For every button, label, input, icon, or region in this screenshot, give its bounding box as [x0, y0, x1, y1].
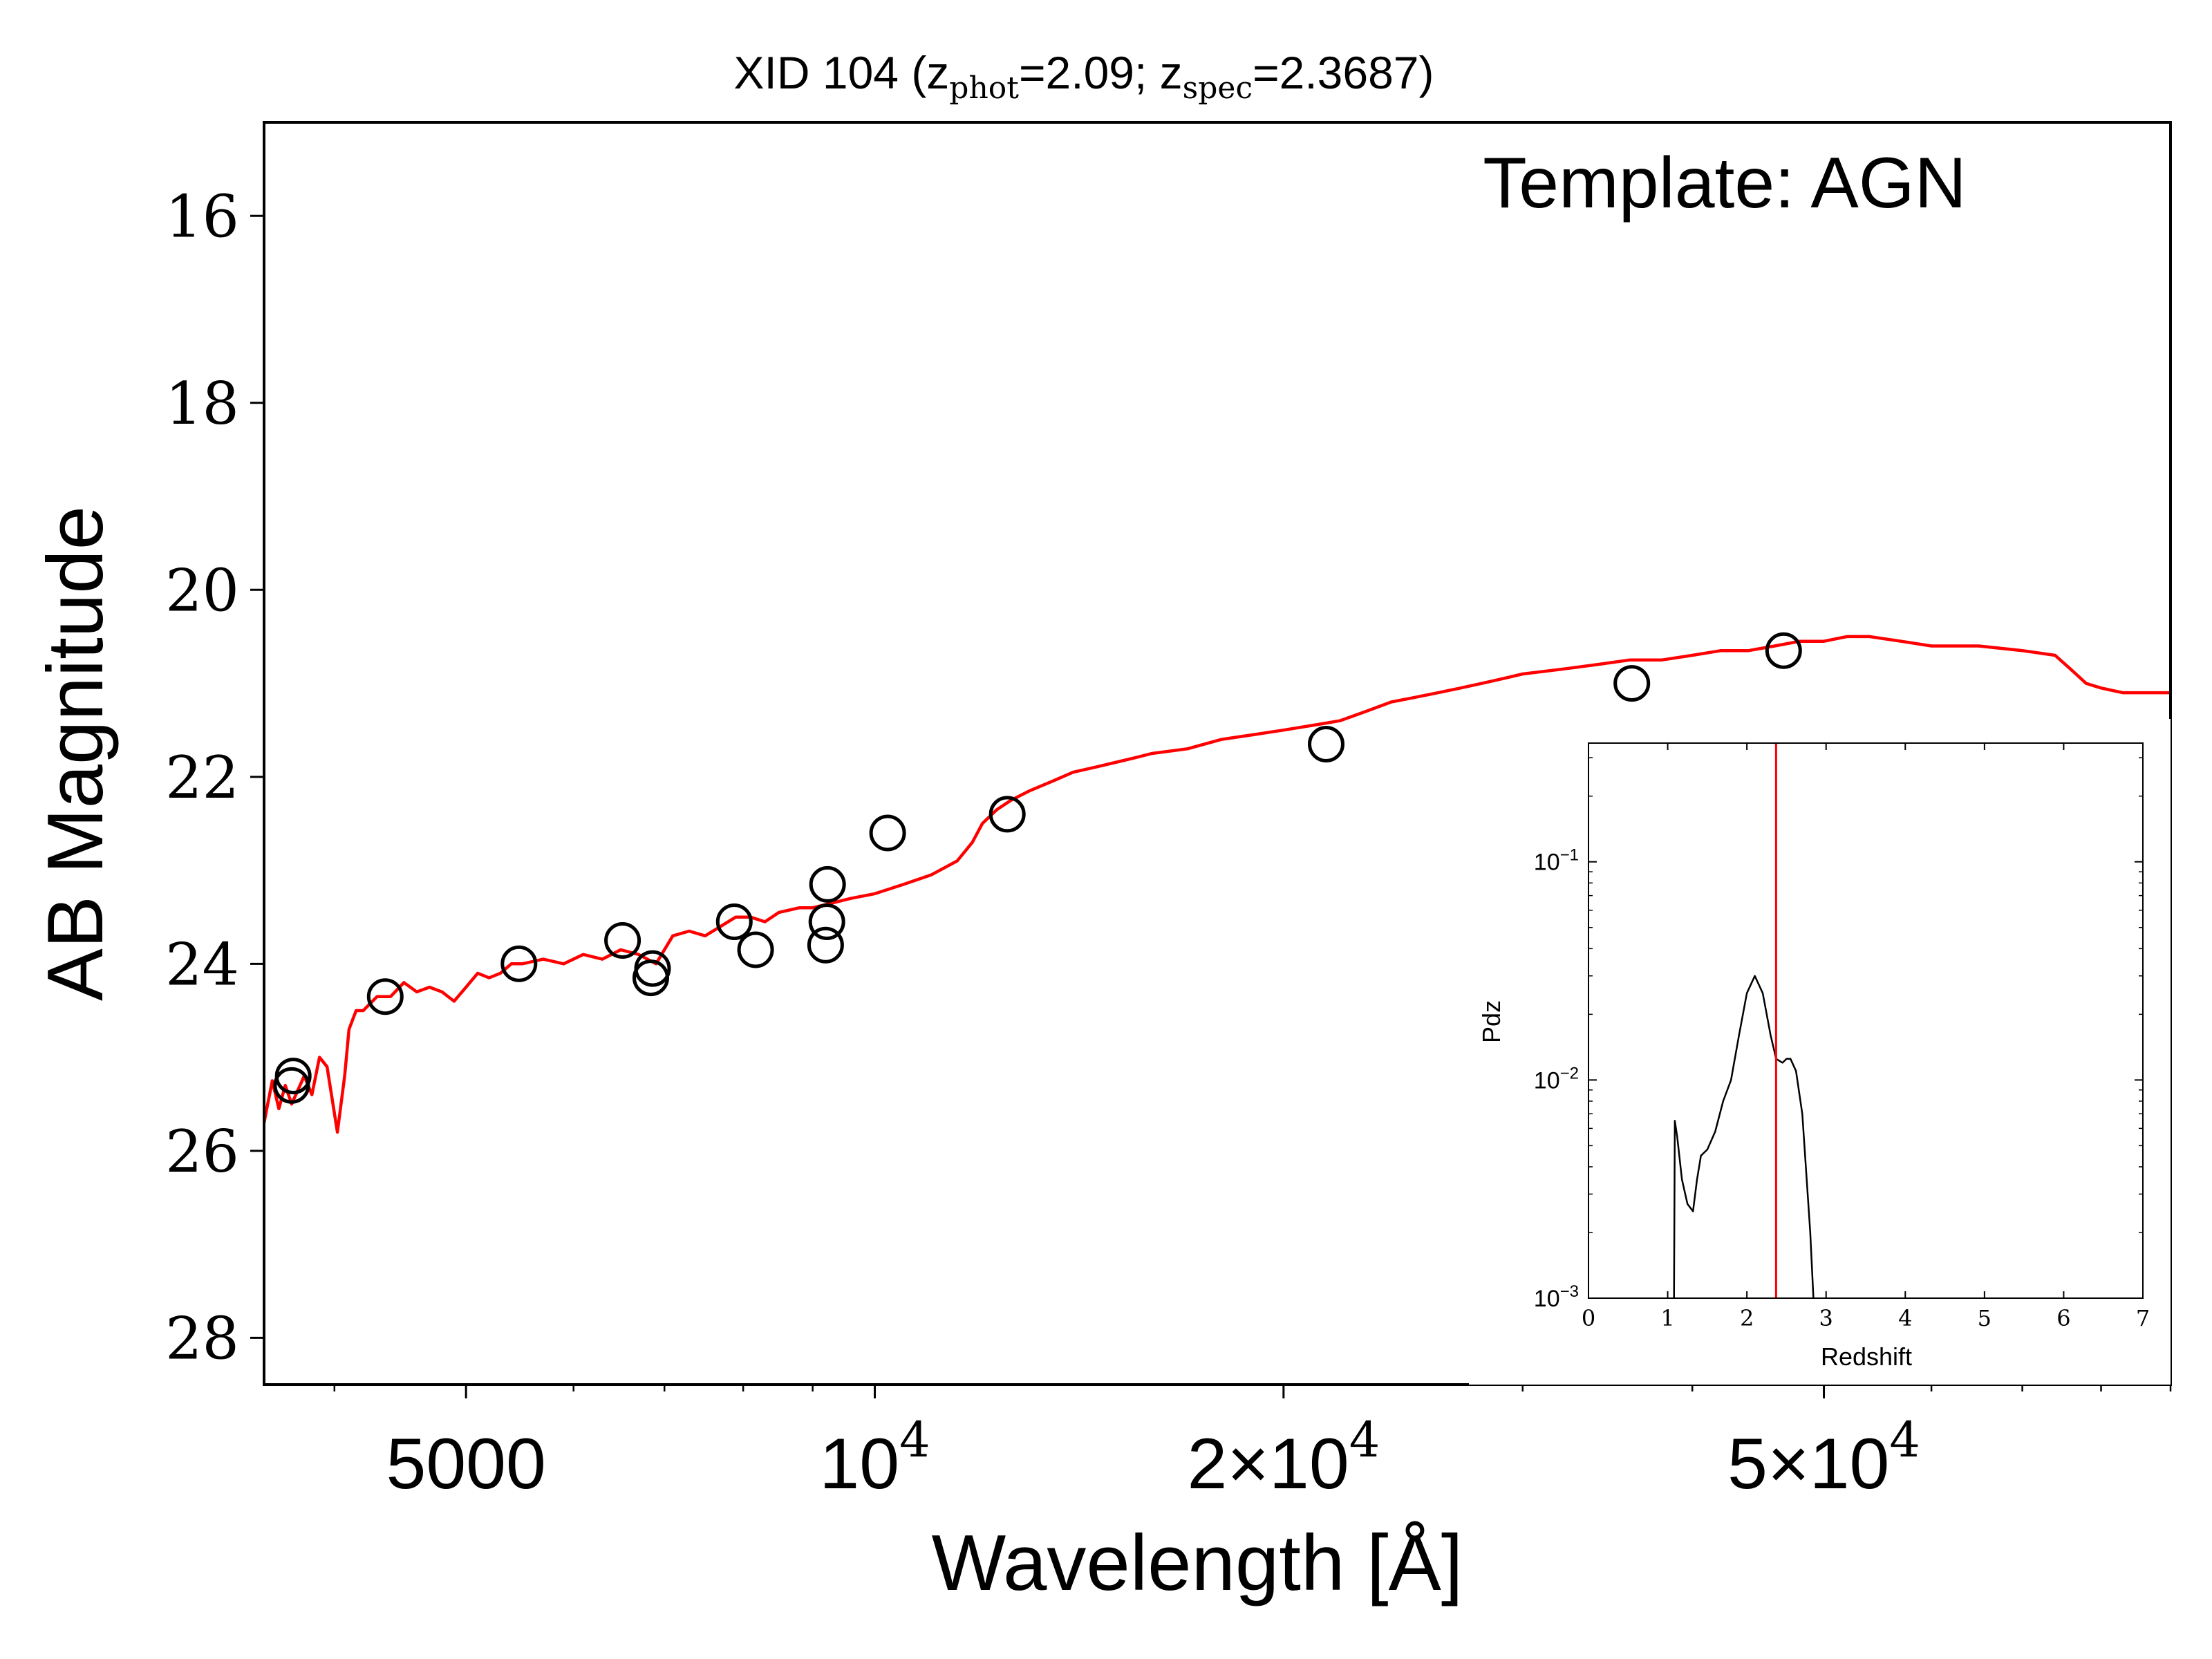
- main-plot-marks: [262, 632, 2171, 1134]
- title-phot-value: =2.09; z: [1019, 47, 1183, 98]
- main-y-axis-label: AB Magnitude: [32, 506, 120, 1001]
- chart-title: XID 104 (zphot=2.09; zspec=2.3687): [734, 47, 1434, 106]
- template-annotation: Template: AGN: [1483, 143, 1966, 223]
- inset-y-tick-label: 10−3: [1534, 1282, 1579, 1312]
- inset-plot-marks: [1673, 743, 1815, 1299]
- inset-x-tick-label: 0: [1582, 1305, 1595, 1331]
- inset-x-tick-label: 3: [1819, 1305, 1833, 1331]
- photometry-point: [500, 945, 538, 982]
- photometry-point: [604, 922, 641, 959]
- photometry-point: [366, 978, 404, 1015]
- photometry-point: [807, 926, 844, 964]
- photometry-point: [715, 903, 753, 940]
- x-tick-label: 2×104: [1187, 1412, 1380, 1504]
- photometry-point: [1765, 632, 1802, 669]
- inset-x-tick-label: 1: [1660, 1305, 1674, 1331]
- photometry-point: [808, 903, 845, 940]
- y-tick-label: 16: [165, 182, 239, 250]
- pdz-curve: [1673, 975, 1815, 1299]
- photometry-point: [988, 796, 1026, 833]
- inset-x-tick-label: 5: [1978, 1305, 1991, 1331]
- inset-frame: [1588, 742, 2144, 1299]
- title-spec-subscript: spec: [1183, 71, 1253, 106]
- y-tick-label: 20: [165, 556, 239, 624]
- x-tick-label: 104: [819, 1412, 930, 1504]
- inset-x-tick-label: 2: [1740, 1305, 1754, 1331]
- template-sed-line: [262, 635, 2171, 1134]
- x-tick-label: 5000: [386, 1424, 546, 1504]
- main-x-axis-label: Wavelength [Å]: [932, 1519, 1463, 1607]
- inset-y-tick-label: 10−1: [1534, 846, 1579, 876]
- title-phot-subscript: phot: [949, 71, 1019, 106]
- inset-axes: 0 1 2 3 4 5 6 7 10−1 10−2 10−3: [1534, 743, 2150, 1331]
- title-prefix: XID 104 (z: [734, 47, 950, 98]
- photometry-point: [1308, 726, 1344, 762]
- photometry-point: [1613, 665, 1651, 702]
- x-tick-label: 5×104: [1727, 1412, 1920, 1504]
- inset-x-tick-label: 7: [2136, 1305, 2150, 1331]
- y-tick-label: 18: [165, 370, 239, 438]
- inset-y-axis-label: Pdz: [1477, 1000, 1506, 1043]
- photometry-point: [869, 814, 906, 852]
- inset-background: [1469, 719, 2171, 1385]
- photometry-point: [809, 865, 846, 903]
- photometry-point: [737, 931, 774, 968]
- inset-x-tick-label: 6: [2056, 1305, 2070, 1331]
- y-tick-label: 24: [165, 930, 239, 998]
- y-tick-label: 22: [165, 744, 239, 812]
- title-spec-value: =2.3687): [1253, 47, 1434, 98]
- photometry-point: [274, 1058, 312, 1095]
- inset-x-axis-label: Redshift: [1821, 1342, 1912, 1371]
- inset-y-tick-label: 10−2: [1534, 1064, 1579, 1094]
- y-tick-label: 26: [165, 1118, 239, 1185]
- inset-x-tick-label: 4: [1898, 1305, 1912, 1331]
- y-tick-label: 28: [165, 1304, 239, 1372]
- inset-plot: 0 1 2 3 4 5 6 7 10−1 10−2 10−3 Redshift Pdz: [1469, 719, 2171, 1385]
- photometry-point: [634, 950, 671, 987]
